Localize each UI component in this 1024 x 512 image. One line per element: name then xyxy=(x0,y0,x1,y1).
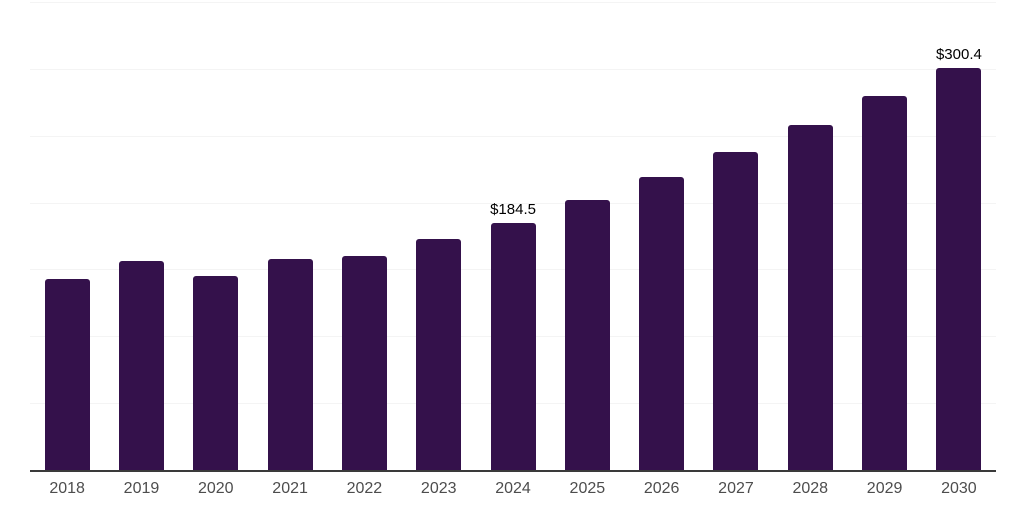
bar-2021 xyxy=(267,259,313,470)
plot-area: $184.5 $300.4 xyxy=(30,2,996,470)
bar-2026 xyxy=(639,176,685,470)
bars: $184.5 $300.4 xyxy=(30,2,996,470)
bar-2029 xyxy=(862,96,908,470)
bar-value-label-2030: $300.4 xyxy=(935,46,982,64)
bar-column-2019 xyxy=(104,2,178,470)
gridline-300 xyxy=(30,68,996,70)
x-tick-label-2018: 2018 xyxy=(49,480,85,497)
bar-2019 xyxy=(118,260,164,470)
bar-value-label-2024: $184.5 xyxy=(490,201,536,219)
bar-2023 xyxy=(416,239,462,470)
x-tick-label-2026: 2026 xyxy=(643,480,680,497)
bar-column-2023 xyxy=(402,2,476,470)
x-tick-label-2027: 2027 xyxy=(718,480,754,497)
x-tick-label-2025: 2025 xyxy=(569,480,606,497)
bar-2018 xyxy=(44,278,90,470)
bar-column-2020 xyxy=(179,2,253,470)
bar-column-2024: $184.5 xyxy=(476,2,550,470)
bar-column-2027 xyxy=(699,2,773,470)
bar-2024 xyxy=(490,223,536,470)
bar-2022 xyxy=(341,256,387,470)
bar-2020 xyxy=(193,275,239,470)
x-tick-label-2029: 2029 xyxy=(866,480,903,497)
bar-column-2025 xyxy=(550,2,624,470)
bar-2025 xyxy=(564,200,610,470)
x-tick-label-2021: 2021 xyxy=(272,480,308,497)
bar-2030 xyxy=(936,68,982,470)
gridline-250 xyxy=(30,135,996,137)
x-tick-label-2028: 2028 xyxy=(792,480,829,497)
bar-2028 xyxy=(787,125,833,470)
bar-column-2026 xyxy=(625,2,699,470)
x-tick-label-2023: 2023 xyxy=(420,480,457,497)
bar-column-2022 xyxy=(327,2,401,470)
bar-column-2030: $300.4 xyxy=(922,2,996,470)
gridline-350 xyxy=(30,2,996,3)
x-tick-label-2030: 2030 xyxy=(941,480,977,497)
bar-column-2029 xyxy=(847,2,921,470)
x-tick-label-2022: 2022 xyxy=(346,480,383,497)
x-axis-labels: 2018 2019 2020 2021 2022 2023 2024 2025 2026 2027… xyxy=(30,479,996,499)
x-tick-label-2019: 2019 xyxy=(123,480,160,497)
bar-column-2021 xyxy=(253,2,327,470)
bar-column-2028 xyxy=(773,2,847,470)
x-tick-label-2024: 2024 xyxy=(495,480,531,497)
gridline-200 xyxy=(30,202,996,204)
bar-2027 xyxy=(713,152,759,470)
x-tick-label-2020: 2020 xyxy=(197,480,234,497)
bar-column-2018 xyxy=(30,2,104,470)
x-axis-line xyxy=(30,470,996,472)
